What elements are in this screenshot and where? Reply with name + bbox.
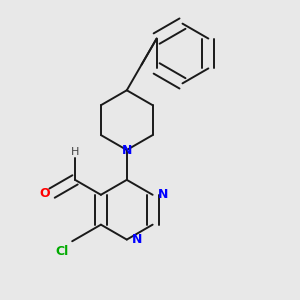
Text: N: N — [158, 188, 168, 201]
Text: N: N — [122, 143, 132, 157]
Text: H: H — [71, 147, 79, 157]
Text: O: O — [40, 187, 50, 200]
Text: N: N — [132, 233, 142, 246]
Text: Cl: Cl — [56, 244, 69, 258]
